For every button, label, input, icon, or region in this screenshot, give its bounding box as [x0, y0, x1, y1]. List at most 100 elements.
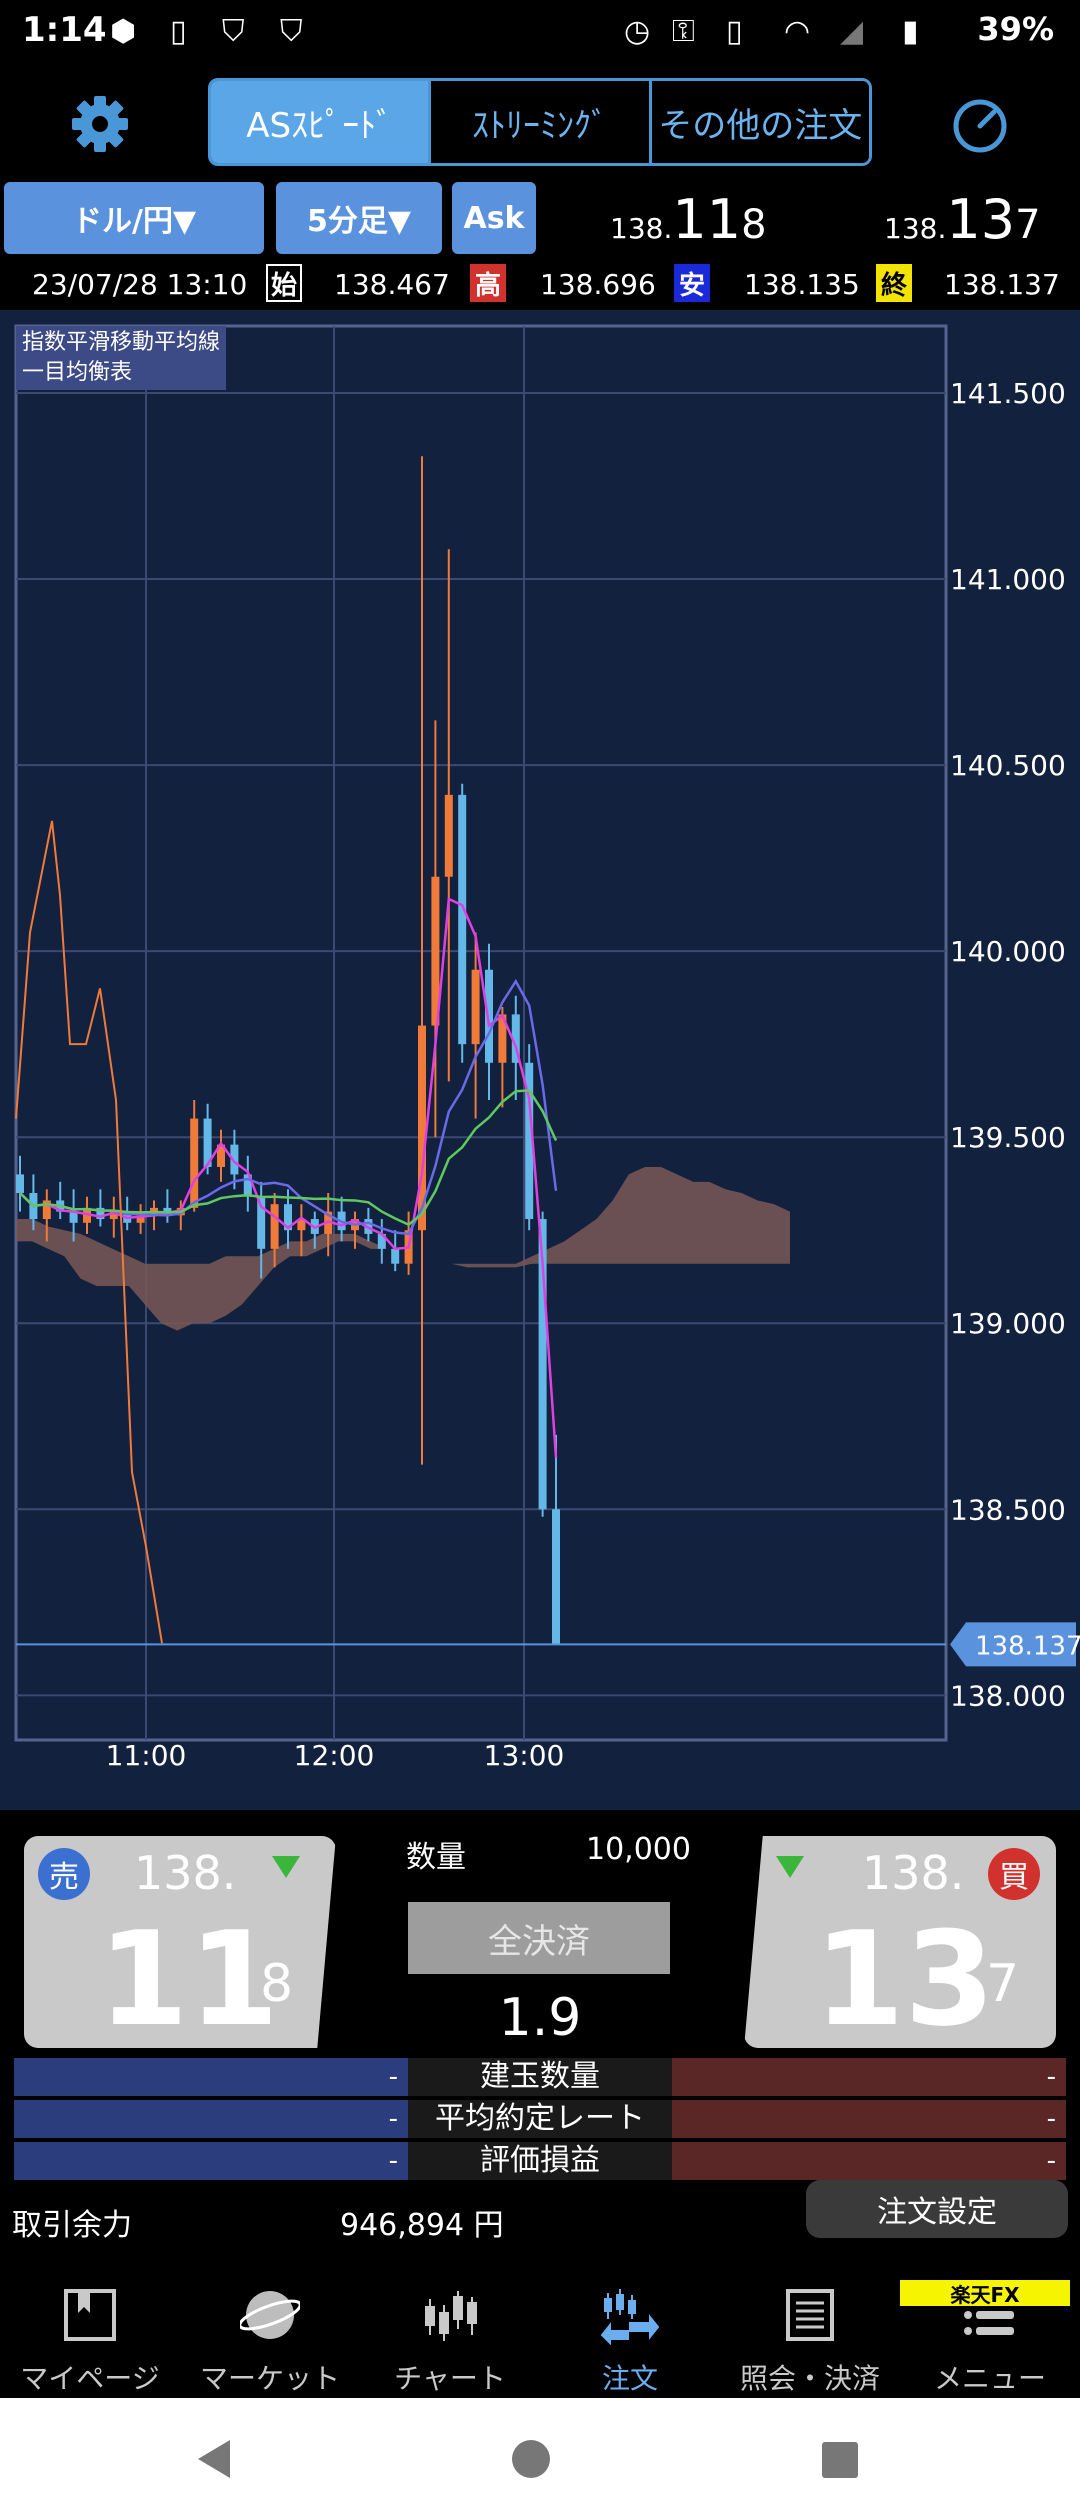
- candle-body: [136, 1215, 145, 1223]
- chart-canvas[interactable]: 141.500 141.000 140.500 140.000 139.500 139.0…: [0, 310, 1080, 1810]
- down-arrow-icon: [272, 1856, 300, 1878]
- app-notification-icon: ⬢: [110, 14, 137, 49]
- candle-body: [471, 969, 480, 1045]
- nav-inquiry-settlement[interactable]: 照会・決済: [720, 2275, 900, 2397]
- back-icon[interactable]: [190, 2434, 240, 2484]
- nav-label: チャート: [394, 2362, 506, 2395]
- selector-row: ドル/円▼ 5分足▼ Ask 138.118 138.137: [0, 178, 1080, 262]
- trade-panel: 売 138. 11 8 数量 10,000 全決済 1.9 138. 買 13 …: [0, 1810, 1080, 2280]
- candle-body: [96, 1207, 105, 1220]
- candle-body: [42, 1200, 51, 1220]
- tab-streaming[interactable]: ｽﾄﾘｰﾐﾝｸﾞ: [431, 81, 652, 163]
- nav-chart[interactable]: チャート: [360, 2275, 540, 2397]
- y-tick-label: 141.500: [950, 377, 1066, 410]
- ema-short-line: [19, 897, 558, 1458]
- ema-long-line: [19, 1089, 558, 1227]
- bid-small: 8: [741, 202, 767, 248]
- open-value: 138.467: [334, 268, 450, 301]
- y-tick-label: 140.500: [950, 749, 1066, 782]
- position-right-value: -: [672, 2142, 1066, 2180]
- buy-badge: 買: [988, 1848, 1040, 1900]
- position-right-value: -: [672, 2100, 1066, 2138]
- wifi-icon: ◠: [784, 14, 811, 49]
- status-time: 1:14: [22, 10, 107, 50]
- candle-body: [391, 1248, 400, 1264]
- globe-icon: [240, 2291, 300, 2339]
- rakuten-fx-badge: 楽天FX: [900, 2280, 1070, 2307]
- candle-body: [284, 1204, 292, 1231]
- battery-percent: 39%: [977, 10, 1054, 48]
- candle-body: [485, 969, 493, 1063]
- recents-icon[interactable]: [818, 2438, 862, 2482]
- low-value: 138.135: [744, 268, 860, 301]
- ohlc-datetime: 23/07/28 13:10: [32, 268, 248, 301]
- nav-market[interactable]: マーケット: [180, 2275, 360, 2397]
- position-row-avg-rate: - 平均約定レート -: [14, 2100, 1066, 2138]
- candle-body: [297, 1219, 306, 1231]
- menu-icon: [964, 2311, 1014, 2335]
- candle-body: [69, 1211, 78, 1223]
- plot-area: [14, 324, 948, 1742]
- current-price-label: 138.137: [975, 1631, 1080, 1661]
- y-tick-label: 141.000: [950, 563, 1066, 596]
- ask-small: 7: [1015, 202, 1041, 248]
- mode-tabs: ASｽﾋﾟｰﾄﾞ ｽﾄﾘｰﾐﾝｸﾞ その他の注文: [208, 78, 872, 166]
- candle-body: [109, 1211, 118, 1220]
- header-ask-price: 138.137: [884, 188, 1041, 251]
- nav-menu[interactable]: メニュー: [900, 2275, 1080, 2397]
- buy-button[interactable]: 138. 買 13 7: [744, 1836, 1056, 2048]
- position-label: 平均約定レート: [408, 2100, 672, 2138]
- ask-toggle-button[interactable]: Ask: [452, 182, 536, 254]
- position-right-value: -: [672, 2058, 1066, 2096]
- close-tag: 終: [876, 264, 912, 302]
- gear-icon[interactable]: [60, 88, 140, 160]
- ohlc-row: 23/07/28 13:10 始 138.467 高 138.696 安 138…: [0, 262, 1080, 310]
- x-tick-label: 13:00: [484, 1739, 565, 1772]
- candle-body: [16, 1174, 24, 1194]
- margin-label: 取引余力: [12, 2208, 132, 2243]
- candle-body: [190, 1118, 199, 1208]
- nav-label: 注文: [601, 2362, 658, 2395]
- current-price-marker: [950, 1622, 1076, 1667]
- high-value: 138.696: [540, 268, 656, 301]
- home-icon[interactable]: [508, 2436, 554, 2482]
- sell-badge: 売: [38, 1848, 90, 1900]
- shield-check-icon: ⛉: [222, 14, 245, 49]
- price-chart[interactable]: 141.500 141.000 140.500 140.000 139.500 139.0…: [0, 310, 1080, 1810]
- close-value: 138.137: [944, 268, 1060, 301]
- candle-body: [257, 1196, 266, 1249]
- nav-label: マーケット: [199, 2362, 340, 2395]
- ichimoku-cloud: [16, 1166, 790, 1331]
- high-tag: 高: [470, 264, 506, 302]
- y-tick-label: 138.500: [950, 1493, 1066, 1526]
- candle-body: [418, 1025, 426, 1231]
- position-label: 建玉数量: [408, 2058, 672, 2096]
- y-tick-label: 138.000: [950, 1679, 1066, 1712]
- bid-prefix: 138.: [610, 212, 673, 245]
- order-settings-button[interactable]: 注文設定: [806, 2180, 1068, 2238]
- candle-body: [230, 1144, 239, 1175]
- candle-body: [217, 1144, 225, 1167]
- tab-as-speed[interactable]: ASｽﾋﾟｰﾄﾞ: [211, 81, 432, 163]
- position-row-pnl: - 評価損益 -: [14, 2142, 1066, 2180]
- x-tick-label: 12:00: [294, 1739, 375, 1772]
- timeframe-select[interactable]: 5分足▼: [276, 182, 442, 254]
- bottom-nav: マイページ マーケット チャート: [0, 2275, 1080, 2397]
- close-all-button[interactable]: 全決済: [408, 1902, 670, 1974]
- ask-prefix: 138.: [884, 212, 947, 245]
- key-icon: ⚿: [672, 14, 695, 49]
- y-tick-label: 139.500: [950, 1121, 1066, 1154]
- currency-pair-select[interactable]: ドル/円▼: [4, 182, 264, 254]
- sell-button[interactable]: 売 138. 11 8: [24, 1836, 336, 2048]
- candle-body: [243, 1174, 252, 1197]
- sell-big: 11: [98, 1903, 279, 2055]
- nav-order[interactable]: 注文: [540, 2275, 720, 2397]
- tab-other-orders[interactable]: その他の注文: [651, 81, 869, 163]
- quantity-value[interactable]: 10,000: [586, 1832, 691, 1867]
- bid-big: 11: [672, 188, 742, 251]
- speedometer-icon[interactable]: [940, 88, 1020, 160]
- nav-label: マイページ: [20, 2362, 160, 2395]
- nav-my-page[interactable]: マイページ: [0, 2275, 180, 2397]
- position-left-value: -: [14, 2142, 408, 2180]
- indicator-legend: 指数平滑移動平均線 一目均衡表: [16, 326, 226, 390]
